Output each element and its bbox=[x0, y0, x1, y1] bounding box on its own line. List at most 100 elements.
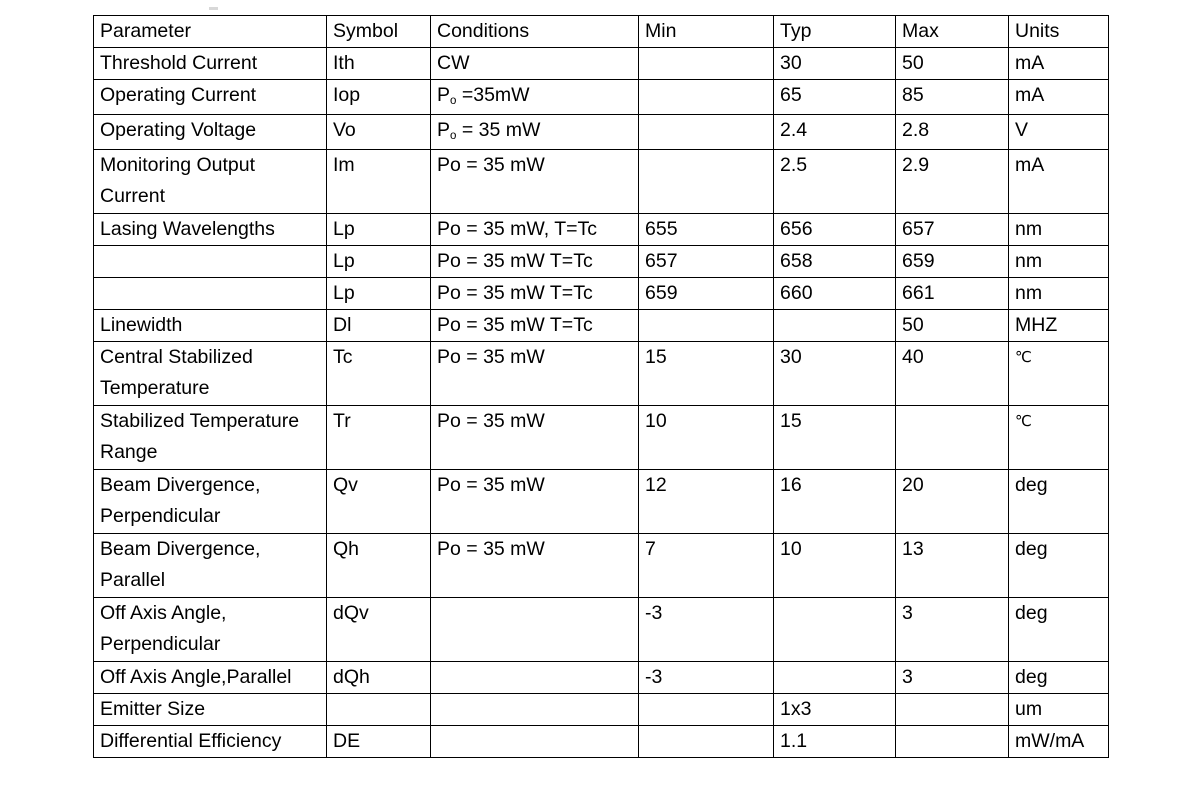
cell-conditions: Po = 35 mW bbox=[430, 114, 639, 150]
specification-table: Parameter Symbol Conditions Min Typ Max … bbox=[93, 15, 1109, 758]
cell-units: V bbox=[1008, 114, 1109, 150]
cell-max bbox=[895, 693, 1009, 726]
cell-parameter: Differential Efficiency bbox=[93, 725, 327, 758]
cell-typ: 30 bbox=[773, 341, 896, 406]
cell-symbol: Lp bbox=[326, 213, 431, 246]
cell-conditions: Po = 35 mW bbox=[430, 341, 639, 406]
cell-conditions: Po = 35 mW bbox=[430, 533, 639, 598]
cell-min bbox=[638, 114, 774, 150]
cell-conditions: Po = 35 mW bbox=[430, 405, 639, 470]
column-header-units: Units bbox=[1008, 15, 1109, 48]
cell-typ: 15 bbox=[773, 405, 896, 470]
cell-typ: 1.1 bbox=[773, 725, 896, 758]
cell-max: 20 bbox=[895, 469, 1009, 534]
cell-typ bbox=[773, 597, 896, 662]
cell-max: 13 bbox=[895, 533, 1009, 598]
cell-units: deg bbox=[1008, 469, 1109, 534]
cell-typ: 2.5 bbox=[773, 149, 896, 214]
cell-min: 12 bbox=[638, 469, 774, 534]
cell-conditions bbox=[430, 661, 639, 694]
table-row: Operating Current Iop Po =35mW 65 85 mA bbox=[93, 79, 1109, 115]
cell-parameter: Threshold Current bbox=[93, 47, 327, 80]
cell-units: nm bbox=[1008, 245, 1109, 278]
cell-max: 659 bbox=[895, 245, 1009, 278]
column-header-min: Min bbox=[638, 15, 774, 48]
cell-conditions: Po = 35 mW bbox=[430, 149, 639, 214]
cell-max: 85 bbox=[895, 79, 1009, 115]
cell-conditions: Po = 35 mW T=Tc bbox=[430, 309, 639, 342]
cell-conditions: Po =35mW bbox=[430, 79, 639, 115]
cell-parameter bbox=[93, 277, 327, 310]
table-row: Emitter Size 1x3 um bbox=[93, 693, 1109, 726]
cell-parameter: Beam Divergence, Parallel bbox=[93, 533, 327, 598]
table-row: Linewidth Dl Po = 35 mW T=Tc 50 MHZ bbox=[93, 309, 1109, 342]
column-header-conditions: Conditions bbox=[430, 15, 639, 48]
cell-min bbox=[638, 47, 774, 80]
table-row: Lp Po = 35 mW T=Tc 659 660 661 nm bbox=[93, 277, 1109, 310]
cell-min: -3 bbox=[638, 597, 774, 662]
cell-symbol: dQh bbox=[326, 661, 431, 694]
column-header-symbol: Symbol bbox=[326, 15, 431, 48]
cell-min: 10 bbox=[638, 405, 774, 470]
cell-typ: 65 bbox=[773, 79, 896, 115]
cell-symbol: Tr bbox=[326, 405, 431, 470]
cell-parameter: Off Axis Angle,Parallel bbox=[93, 661, 327, 694]
cell-typ: 30 bbox=[773, 47, 896, 80]
cell-symbol: Dl bbox=[326, 309, 431, 342]
cell-min bbox=[638, 309, 774, 342]
cell-units: um bbox=[1008, 693, 1109, 726]
cell-parameter: Operating Current bbox=[93, 79, 327, 115]
cell-min bbox=[638, 725, 774, 758]
cell-min: 659 bbox=[638, 277, 774, 310]
cell-units: ℃ bbox=[1008, 405, 1109, 470]
cell-parameter: Stabilized Temperature Range bbox=[93, 405, 327, 470]
cell-conditions: Po = 35 mW T=Tc bbox=[430, 245, 639, 278]
cell-max: 50 bbox=[895, 47, 1009, 80]
cell-max bbox=[895, 725, 1009, 758]
cell-max: 50 bbox=[895, 309, 1009, 342]
degree-celsius-glyph: ℃ bbox=[1015, 412, 1032, 430]
cell-parameter: Beam Divergence, Perpendicular bbox=[93, 469, 327, 534]
cell-conditions: CW bbox=[430, 47, 639, 80]
cell-parameter: Central Stabilized Temperature bbox=[93, 341, 327, 406]
cell-parameter: Lasing Wavelengths bbox=[93, 213, 327, 246]
cell-units: nm bbox=[1008, 277, 1109, 310]
cell-min bbox=[638, 149, 774, 214]
cell-typ: 656 bbox=[773, 213, 896, 246]
cell-symbol: Lp bbox=[326, 277, 431, 310]
table-row: Beam Divergence, Perpendicular Qv Po = 35 … bbox=[93, 469, 1109, 534]
column-header-parameter: Parameter bbox=[93, 15, 327, 48]
cell-typ: 1x3 bbox=[773, 693, 896, 726]
cell-conditions bbox=[430, 725, 639, 758]
cell-symbol: Lp bbox=[326, 245, 431, 278]
cell-symbol: dQv bbox=[326, 597, 431, 662]
scan-artifact bbox=[209, 7, 218, 10]
cell-typ: 16 bbox=[773, 469, 896, 534]
cell-max: 657 bbox=[895, 213, 1009, 246]
cell-max: 3 bbox=[895, 661, 1009, 694]
cell-symbol bbox=[326, 693, 431, 726]
cell-units: MHZ bbox=[1008, 309, 1109, 342]
cell-typ: 10 bbox=[773, 533, 896, 598]
cell-units: nm bbox=[1008, 213, 1109, 246]
cell-min bbox=[638, 79, 774, 115]
cell-symbol: Qv bbox=[326, 469, 431, 534]
table-row: Operating Voltage Vo Po = 35 mW 2.4 2.8 V bbox=[93, 114, 1109, 150]
cell-conditions: Po = 35 mW T=Tc bbox=[430, 277, 639, 310]
table-row: Off Axis Angle, Perpendicular dQv -3 3 deg bbox=[93, 597, 1109, 662]
cell-parameter bbox=[93, 245, 327, 278]
cell-max: 661 bbox=[895, 277, 1009, 310]
table-body: Threshold Current Ith CW 30 50 mA Operating Cu… bbox=[93, 47, 1109, 758]
cell-typ: 658 bbox=[773, 245, 896, 278]
cell-symbol: Iop bbox=[326, 79, 431, 115]
cell-min bbox=[638, 693, 774, 726]
cell-units: mA bbox=[1008, 47, 1109, 80]
cell-conditions bbox=[430, 693, 639, 726]
table-row: Stabilized Temperature Range Tr Po = 35 mW… bbox=[93, 405, 1109, 470]
cell-symbol: Vo bbox=[326, 114, 431, 150]
cell-max: 2.8 bbox=[895, 114, 1009, 150]
cell-units: mA bbox=[1008, 79, 1109, 115]
degree-celsius-glyph: ℃ bbox=[1015, 348, 1032, 366]
cell-max: 3 bbox=[895, 597, 1009, 662]
cell-max: 2.9 bbox=[895, 149, 1009, 214]
